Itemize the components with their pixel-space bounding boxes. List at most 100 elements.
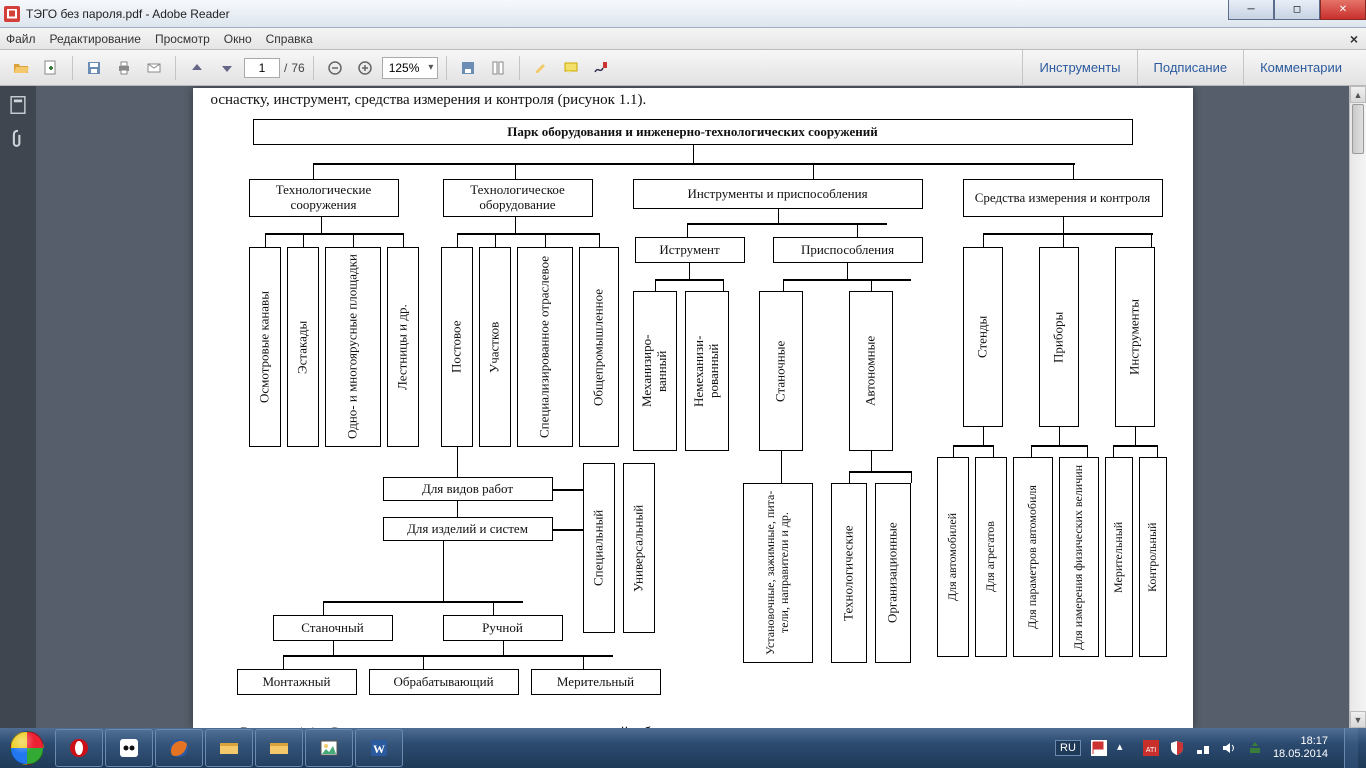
- menu-help[interactable]: Справка: [266, 32, 313, 46]
- a3: Лестницы и др.: [387, 247, 419, 447]
- clock-time: 18:17: [1273, 735, 1328, 748]
- sign-fill-icon[interactable]: [588, 55, 614, 81]
- c-pris0: Станочные: [759, 291, 803, 451]
- window-title: ТЭГО без пароля.pdf - Adobe Reader: [26, 7, 230, 21]
- scroll-thumb[interactable]: [1352, 104, 1364, 154]
- toolbar: / 76 125% Инструменты Подписание Коммент…: [0, 50, 1366, 86]
- page-sep: /: [284, 61, 287, 75]
- zoom-select[interactable]: 125%: [382, 57, 439, 79]
- tray-volume-icon[interactable]: [1221, 740, 1237, 756]
- c-pris1: Автономные: [849, 291, 893, 451]
- create-pdf-icon[interactable]: [38, 55, 64, 81]
- clock-date: 18.05.2014: [1273, 748, 1328, 761]
- panel-comments[interactable]: Комментарии: [1243, 50, 1358, 86]
- tray-ati-icon[interactable]: ATI: [1143, 740, 1159, 756]
- bt2-2: Мерительный: [531, 669, 661, 695]
- c-auto0: Установочные, зажимные, пита- тели, напр…: [743, 483, 813, 663]
- c-sub1: Приспособления: [773, 237, 923, 263]
- tool-save2-icon[interactable]: [455, 55, 481, 81]
- zoom-out-icon[interactable]: [322, 55, 348, 81]
- task-opera[interactable]: [55, 729, 103, 767]
- email-icon[interactable]: [141, 55, 167, 81]
- d-s5: Контрольный: [1139, 457, 1167, 657]
- tool-scroll-icon[interactable]: [485, 55, 511, 81]
- taskbar: W RU ▴ ATI 18:17 18.05.2014: [0, 728, 1366, 768]
- bt1-0: Станочный: [273, 615, 393, 641]
- vertical-scrollbar[interactable]: ▲ ▼: [1349, 86, 1366, 728]
- page-indicator: / 76: [244, 58, 305, 78]
- b-sub2-1: Универсальный: [623, 463, 655, 633]
- task-explorer[interactable]: [205, 729, 253, 767]
- task-app1[interactable]: [105, 729, 153, 767]
- a0: Осмотровые канавы: [249, 247, 281, 447]
- bt2-0: Монтажный: [237, 669, 357, 695]
- b0: Постовое: [441, 247, 473, 447]
- d-s0: Для автомобилей: [937, 457, 969, 657]
- page-up-icon[interactable]: [184, 55, 210, 81]
- l2-c: Инструменты и приспособления: [633, 179, 923, 209]
- a1: Эстакады: [287, 247, 319, 447]
- thumbnails-icon[interactable]: [7, 94, 29, 116]
- menubar: Файл Редактирование Просмотр Окно Справк…: [0, 28, 1366, 50]
- d2: Инструменты: [1115, 247, 1155, 427]
- page-down-icon[interactable]: [214, 55, 240, 81]
- open-icon[interactable]: [8, 55, 34, 81]
- close-button[interactable]: ✕: [1320, 0, 1366, 20]
- scroll-down-icon[interactable]: ▼: [1350, 711, 1366, 728]
- b1: Участков: [479, 247, 511, 447]
- page-total: 76: [291, 61, 304, 75]
- show-desktop-button[interactable]: [1344, 728, 1358, 768]
- task-image[interactable]: [305, 729, 353, 767]
- menu-view[interactable]: Просмотр: [155, 32, 210, 46]
- c-auto1: Технологические: [831, 483, 867, 663]
- l2-d: Средства измерения и контроля: [963, 179, 1163, 217]
- save-icon[interactable]: [81, 55, 107, 81]
- scroll-up-icon[interactable]: ▲: [1350, 86, 1366, 103]
- task-firefox[interactable]: [155, 729, 203, 767]
- clock[interactable]: 18:17 18.05.2014: [1273, 735, 1328, 761]
- c-instr0: Механизиро- ванный: [633, 291, 677, 451]
- menu-file[interactable]: Файл: [6, 32, 36, 46]
- l2-b: Технологическое оборудование: [443, 179, 593, 217]
- c-sub0: Иструмент: [635, 237, 745, 263]
- task-word[interactable]: W: [355, 729, 403, 767]
- b3: Общепромышленное: [579, 247, 619, 447]
- titlebar: ТЭГО без пароля.pdf - Adobe Reader ─ ◻ ✕: [0, 0, 1366, 28]
- d-s4: Мерительный: [1105, 457, 1133, 657]
- bt1-1: Ручной: [443, 615, 563, 641]
- print-icon[interactable]: [111, 55, 137, 81]
- menu-window[interactable]: Окно: [224, 32, 252, 46]
- zoom-in-icon[interactable]: [352, 55, 378, 81]
- document-viewport[interactable]: оснастку, инструмент, средства измерения…: [36, 86, 1349, 728]
- page-current-input[interactable]: [244, 58, 280, 78]
- a2: Одно- и многоярусные площадки: [325, 247, 381, 447]
- menu-edit[interactable]: Редактирование: [50, 32, 141, 46]
- b-sub1: Для изделий и систем: [383, 517, 553, 541]
- attachments-icon[interactable]: [7, 128, 29, 150]
- windows-orb-icon: [10, 731, 44, 765]
- language-indicator[interactable]: RU: [1055, 740, 1081, 756]
- note-icon[interactable]: [558, 55, 584, 81]
- task-explorer2[interactable]: [255, 729, 303, 767]
- d1: Приборы: [1039, 247, 1079, 427]
- maximize-button[interactable]: ◻: [1274, 0, 1320, 20]
- panel-sign[interactable]: Подписание: [1137, 50, 1244, 86]
- start-button[interactable]: [0, 728, 54, 768]
- tray-safe-remove-icon[interactable]: [1247, 740, 1263, 756]
- org-diagram: Парк оборудования и инженерно-технологич…: [213, 113, 1173, 723]
- panel-tools[interactable]: Инструменты: [1022, 50, 1136, 86]
- c-instr1: Немеханизи- рованный: [685, 291, 729, 451]
- svg-text:W: W: [373, 742, 385, 756]
- tray-shield-icon[interactable]: [1169, 740, 1185, 756]
- highlight-icon[interactable]: [528, 55, 554, 81]
- d-s3: Для измерения физических величин: [1059, 457, 1099, 657]
- intro-text: оснастку, инструмент, средства измерения…: [211, 92, 1175, 109]
- d-s2: Для параметров автомобиля: [1013, 457, 1053, 657]
- tray-network-icon[interactable]: [1195, 740, 1211, 756]
- system-tray: RU ▴ ATI 18:17 18.05.2014: [1047, 728, 1366, 768]
- pdf-page: оснастку, инструмент, средства измерения…: [193, 88, 1193, 728]
- tray-chevron-icon[interactable]: ▴: [1117, 740, 1133, 756]
- minimize-button[interactable]: ─: [1228, 0, 1274, 20]
- tray-flag-icon[interactable]: [1091, 740, 1107, 756]
- doc-close-icon[interactable]: ×: [1350, 31, 1358, 47]
